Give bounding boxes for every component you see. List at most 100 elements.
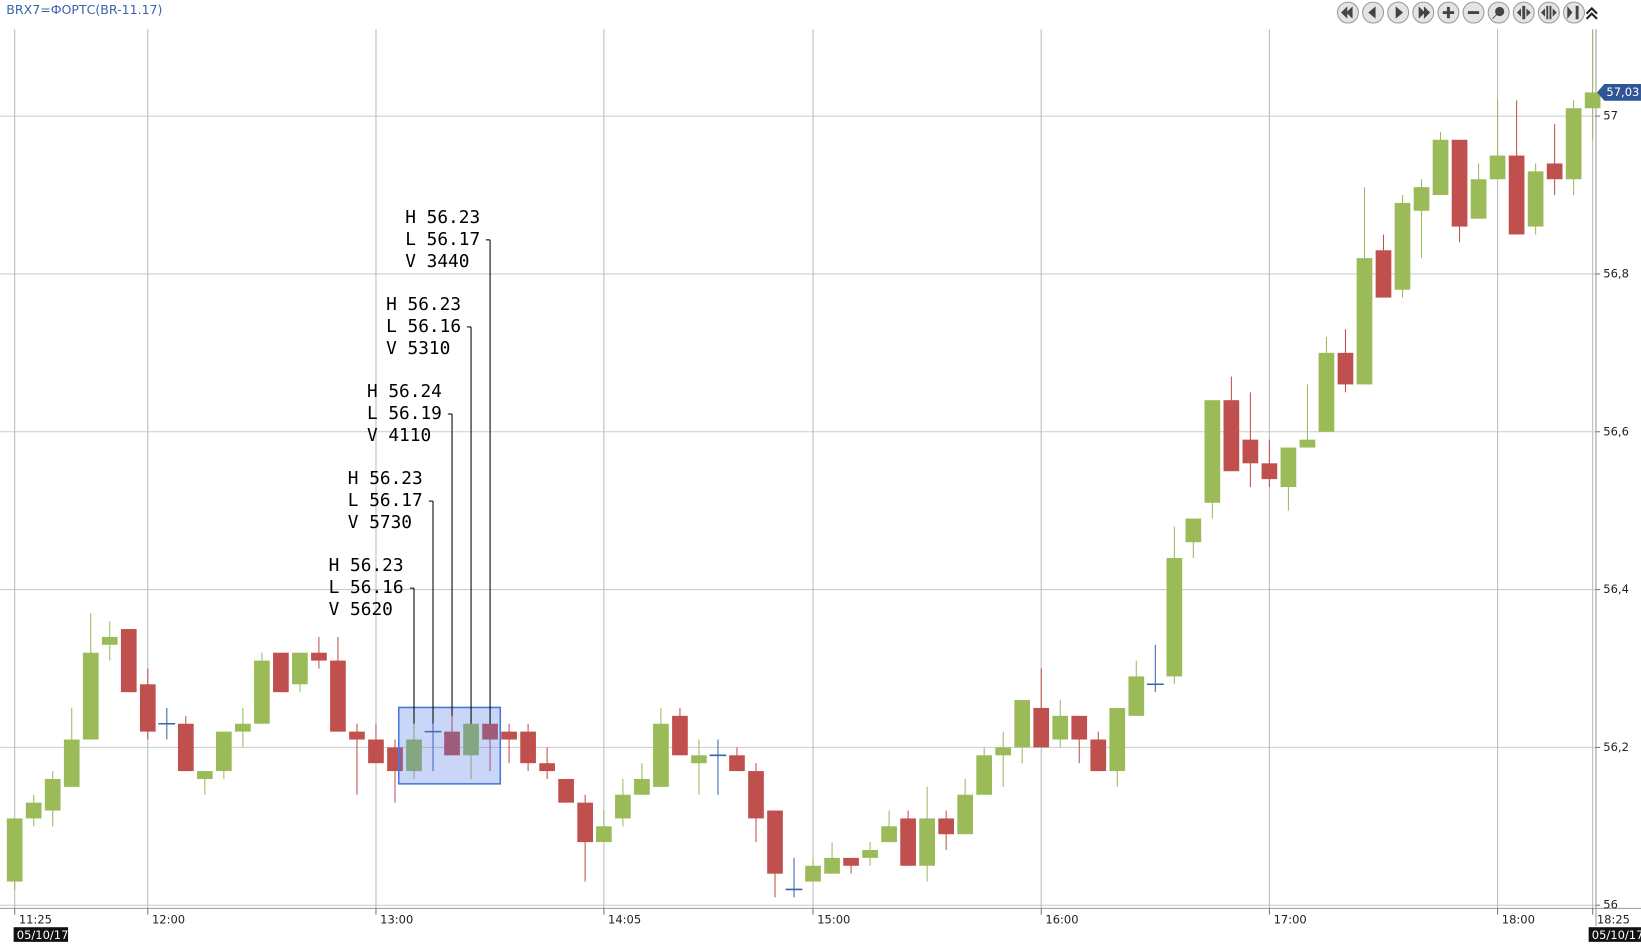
- candle-body: [406, 739, 422, 772]
- candle-body: [691, 755, 707, 764]
- candle-body: [1451, 139, 1468, 227]
- candle-body: [862, 849, 878, 858]
- chart-title: BRX7=ФОРТС(BR-11.17): [6, 2, 162, 17]
- button-circle[interactable]: [1537, 1, 1560, 24]
- candle-body: [1014, 700, 1031, 748]
- candle-body: [311, 652, 327, 661]
- toolbar-button[interactable]: [1512, 1, 1535, 24]
- candle-body: [463, 723, 479, 756]
- button-icon[interactable]: [1442, 6, 1455, 19]
- x-tick-label: 16:00: [1045, 912, 1078, 926]
- toolbar-button[interactable]: [1563, 1, 1585, 24]
- y-tick-label: 56: [1603, 898, 1618, 912]
- candle-body: [1413, 187, 1430, 211]
- candle-body: [501, 731, 517, 740]
- candle-body: [482, 723, 498, 740]
- toolbar-button[interactable]: [1487, 1, 1510, 24]
- annotation-line: L 56.16: [386, 316, 461, 337]
- candle-body: [139, 684, 156, 732]
- candle-body: [843, 857, 859, 866]
- toolbar-button[interactable]: [1362, 1, 1385, 24]
- annotation-line: V 3440: [405, 251, 469, 272]
- x-tick-label: 14:05: [608, 912, 641, 926]
- button-icon[interactable]: [1516, 5, 1531, 20]
- candle-body: [1584, 92, 1601, 109]
- candle-body: [120, 629, 137, 693]
- last-price-label: 57,03: [1606, 85, 1639, 99]
- candle-body: [177, 723, 194, 772]
- candle-body: [634, 778, 650, 795]
- candle-body: [1565, 108, 1582, 180]
- date-box: [13, 927, 69, 942]
- candle-body: [900, 818, 916, 866]
- button-icon[interactable]: [1395, 6, 1404, 19]
- candle-body: [672, 715, 688, 756]
- candle-body: [196, 771, 213, 779]
- annotation-line: H 56.23: [348, 468, 423, 489]
- date-box: [1588, 927, 1641, 942]
- candle-body: [919, 818, 935, 866]
- candle-body: [1166, 558, 1183, 677]
- button-icon[interactable]: [1567, 5, 1579, 20]
- collapse-button[interactable]: [1585, 6, 1598, 20]
- annotation-line: L 56.17: [348, 490, 423, 511]
- toolbar-button[interactable]: [1387, 1, 1410, 24]
- candle-body: [805, 865, 821, 882]
- selection-box: [397, 706, 502, 785]
- button-icon[interactable]: [1368, 6, 1376, 19]
- button-icon[interactable]: [1341, 6, 1353, 19]
- candle-body: [976, 755, 993, 795]
- toolbar-button[interactable]: [1336, 1, 1359, 24]
- candle-body: [1223, 400, 1240, 472]
- annotation-line: V 5620: [329, 599, 393, 620]
- candle-body: [444, 731, 460, 756]
- annotation-line: V 5730: [348, 512, 412, 533]
- annotation-line: H 56.23: [329, 555, 404, 576]
- y-tick-label: 56,6: [1603, 424, 1629, 438]
- y-tick-label: 57: [1603, 109, 1618, 123]
- y-tick-label: 56,2: [1603, 740, 1629, 754]
- candle-body: [1071, 715, 1088, 740]
- candle-body: [558, 778, 574, 803]
- candle-body: [1033, 707, 1050, 748]
- candle-body: [1470, 179, 1487, 219]
- annotation-line: L 56.17: [405, 229, 480, 250]
- y-tick-label: 56,4: [1603, 582, 1629, 596]
- candle-body: [957, 794, 974, 835]
- candle-body: [539, 763, 555, 772]
- candle-body: [653, 723, 669, 787]
- candle-body: [330, 660, 346, 732]
- candle-body: [1204, 400, 1221, 503]
- x-tick-label: 18:00: [1502, 912, 1535, 926]
- button-icon[interactable]: [1540, 5, 1557, 20]
- axes: 56 56,2 56,4 56,6 56,8 57 11:25 12:00 13:00 14:05…: [13, 84, 1641, 942]
- toolbar-button[interactable]: [1537, 1, 1560, 24]
- candle-body: [254, 660, 270, 724]
- candle-body: [938, 818, 954, 835]
- candle-body: [1280, 447, 1297, 487]
- candle-body: [767, 810, 783, 874]
- candle-body: [1337, 352, 1354, 385]
- annotation-line: V 4110: [367, 425, 431, 446]
- toolbar-button[interactable]: [1462, 1, 1485, 24]
- x-tick-label: 11:25: [19, 912, 52, 926]
- candle-body: [824, 857, 840, 874]
- button-icon[interactable]: [1467, 11, 1480, 15]
- x-tick-label: 13:00: [380, 912, 413, 926]
- toolbar-button[interactable]: [1437, 1, 1460, 24]
- candle-body: [6, 818, 23, 882]
- toolbar: [1336, 1, 1598, 24]
- button-icon[interactable]: [1492, 6, 1505, 20]
- toolbar-button[interactable]: [1412, 1, 1435, 24]
- button-icon[interactable]: [1418, 6, 1431, 19]
- candle-body: [1242, 439, 1259, 464]
- annotation-line: H 56.24: [367, 381, 442, 402]
- candle-body: [1318, 352, 1335, 432]
- annotation-line: H 56.23: [386, 294, 461, 315]
- x-tick-label: 17:00: [1274, 912, 1307, 926]
- button-circle[interactable]: [1563, 1, 1585, 24]
- candle-body: [63, 739, 80, 787]
- candle-body: [1394, 202, 1411, 290]
- candle-body: [1546, 163, 1563, 180]
